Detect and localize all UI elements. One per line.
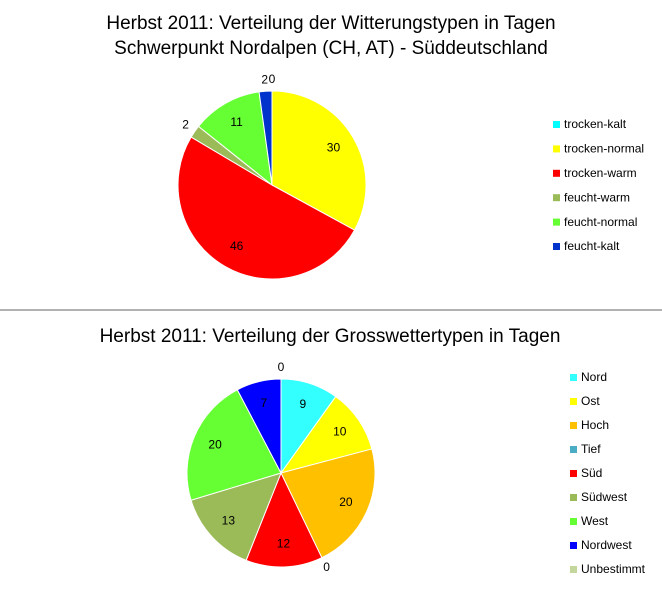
data-label: 46 <box>230 239 244 253</box>
data-label: 0 <box>323 560 330 574</box>
pie-slice <box>236 378 282 474</box>
chart-subtitle: Schwerpunkt Nordalpen (CH, AT) - Süddeut… <box>114 38 548 59</box>
legend-swatch <box>570 494 577 501</box>
data-label: 11 <box>230 115 243 129</box>
data-label: 20 <box>208 438 222 452</box>
legend-swatch <box>553 145 560 153</box>
legend-label: feucht-normal <box>564 215 637 229</box>
legend-label: Unbestimmt <box>581 562 646 576</box>
pie-slice <box>258 90 273 186</box>
data-label: 0 <box>278 360 285 374</box>
legend-label: West <box>581 514 609 528</box>
data-label: 2 <box>261 72 268 86</box>
pie-slice <box>280 448 376 559</box>
legend-swatch <box>553 243 560 250</box>
legend-label: Südwest <box>581 490 628 504</box>
pie-slice <box>190 472 282 561</box>
legend-swatch <box>570 518 577 525</box>
legend-label: Nordwest <box>581 538 632 552</box>
chart-title: Herbst 2011: Verteilung der Grosswettert… <box>100 326 561 347</box>
legend-swatch <box>570 374 577 381</box>
legend-swatch <box>570 446 577 453</box>
data-label: 12 <box>277 537 291 551</box>
data-label: 7 <box>261 396 268 410</box>
legend-swatch <box>570 470 577 477</box>
legend-swatch <box>570 422 577 429</box>
legend-label: Süd <box>581 466 602 480</box>
legend-label: trocken-normal <box>564 142 644 156</box>
legend-label: feucht-kalt <box>564 239 620 253</box>
pie-slice <box>245 471 323 568</box>
legend-swatch <box>570 542 577 549</box>
pie-slice <box>271 90 367 231</box>
legend-label: Nord <box>581 370 607 384</box>
legend-swatch <box>553 194 560 202</box>
data-label: 20 <box>339 495 353 509</box>
data-label: 9 <box>299 397 306 411</box>
pie-slice <box>279 395 373 474</box>
data-label: 10 <box>333 425 347 439</box>
legend-swatch <box>553 169 560 177</box>
legend-label: Tief <box>581 442 601 456</box>
data-label: 0 <box>269 72 276 86</box>
legend-label: trocken-kalt <box>564 117 627 131</box>
legend-swatch <box>570 566 577 573</box>
legend-label: trocken-warm <box>564 166 637 180</box>
legend-label: feucht-warm <box>564 190 630 204</box>
chart-title: Herbst 2011: Verteilung der Witterungsty… <box>106 13 555 34</box>
pie-slice <box>177 136 356 280</box>
data-label: 30 <box>327 141 341 155</box>
data-label: 2 <box>182 118 189 132</box>
legend-label: Ost <box>581 394 600 408</box>
legend-label: Hoch <box>581 418 609 432</box>
pie-slice <box>186 389 282 501</box>
legend-swatch <box>553 218 560 226</box>
data-label: 13 <box>222 513 236 527</box>
legend-swatch <box>570 398 577 405</box>
legend-swatch <box>553 121 560 128</box>
pie-slice <box>197 91 273 187</box>
